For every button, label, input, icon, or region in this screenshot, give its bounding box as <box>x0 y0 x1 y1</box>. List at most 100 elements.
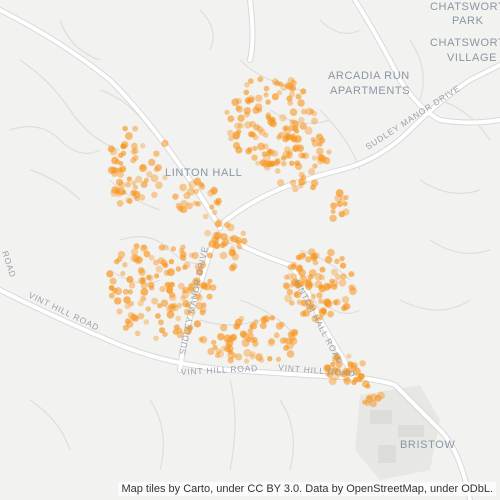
map-point <box>321 309 327 315</box>
map-point <box>206 252 213 259</box>
map-point <box>298 268 306 277</box>
map-point <box>226 223 235 232</box>
map-point <box>232 132 240 140</box>
map-point <box>249 354 255 360</box>
map-point <box>305 107 314 116</box>
map-point <box>107 166 116 174</box>
map-point <box>120 271 126 276</box>
map-point <box>339 255 345 262</box>
map-point <box>114 297 122 305</box>
map-point <box>340 273 347 280</box>
map-point <box>200 281 207 288</box>
map-point <box>338 211 345 218</box>
map-point <box>140 164 146 170</box>
map-point <box>244 82 250 88</box>
map-point <box>365 383 371 389</box>
map-point <box>295 93 302 100</box>
map-point <box>335 361 343 368</box>
map-point <box>252 145 258 151</box>
map-point <box>116 308 123 315</box>
map-point <box>323 298 331 306</box>
map-point <box>343 375 350 383</box>
map-point <box>287 331 294 338</box>
map-point <box>139 164 147 172</box>
map-point <box>174 324 181 331</box>
map-point <box>365 395 373 403</box>
map-point <box>220 345 227 352</box>
map-point <box>120 143 126 149</box>
map-point <box>289 300 295 306</box>
map-point <box>153 335 159 341</box>
map-point <box>128 282 136 289</box>
map-point <box>145 306 151 312</box>
map-point <box>241 237 248 245</box>
map-point <box>278 81 284 87</box>
map-point <box>137 267 145 274</box>
map-point <box>286 95 293 102</box>
map-point <box>186 187 195 196</box>
map-point <box>289 119 295 125</box>
map-point <box>180 200 188 208</box>
map-point <box>251 336 258 343</box>
map-point <box>374 394 382 402</box>
map-point <box>209 204 215 210</box>
map-point <box>159 327 166 334</box>
map-point <box>316 292 323 299</box>
map-point <box>140 143 146 149</box>
map-point <box>130 254 138 262</box>
map-point <box>235 105 241 111</box>
map-point <box>198 336 204 343</box>
map-attribution[interactable]: Map tiles by Carto, under CC BY 3.0. Dat… <box>118 482 496 496</box>
map-point <box>300 310 307 317</box>
map-point <box>263 85 270 92</box>
map-point <box>158 319 164 326</box>
map-point <box>138 277 145 284</box>
map-point <box>241 339 250 347</box>
map-point <box>168 303 175 310</box>
map-point <box>130 157 137 164</box>
map-point <box>199 309 206 316</box>
map-point <box>150 174 159 183</box>
map-point <box>319 266 326 273</box>
place-label: ARCADIA RUN <box>328 70 410 82</box>
map-point <box>308 168 316 176</box>
map-point <box>154 164 162 172</box>
place-labels: CHATSWORTH PARK CHATSWORTH VILLAGE ARCAD… <box>165 1 500 451</box>
map-point <box>370 393 378 401</box>
map-point <box>179 183 187 192</box>
map-point <box>265 160 272 168</box>
map-point <box>183 192 191 200</box>
map-point <box>268 338 275 345</box>
map-point <box>202 213 209 220</box>
map-point <box>175 315 181 322</box>
map-point <box>328 377 337 386</box>
map-point <box>137 312 145 320</box>
map-point <box>298 177 307 186</box>
map-point <box>143 250 151 258</box>
map-point <box>271 78 279 86</box>
map-point <box>359 360 366 367</box>
map-point <box>110 189 119 197</box>
map-point <box>153 150 160 157</box>
map-point <box>193 277 201 285</box>
map-point <box>263 163 271 171</box>
map-point <box>244 121 252 129</box>
map-point <box>243 89 250 96</box>
map-point <box>168 258 175 265</box>
map-point <box>167 268 175 277</box>
map-point <box>267 339 275 347</box>
map-point <box>130 248 139 256</box>
map-point <box>199 336 208 344</box>
map-point <box>274 168 281 174</box>
map-point <box>270 117 276 123</box>
map-point <box>243 107 251 115</box>
map-point <box>318 284 324 290</box>
map-point <box>338 279 347 287</box>
map-point <box>228 236 235 242</box>
map-point <box>215 221 222 228</box>
map-point <box>172 193 179 200</box>
map-point <box>235 323 241 329</box>
map-point <box>138 268 146 276</box>
